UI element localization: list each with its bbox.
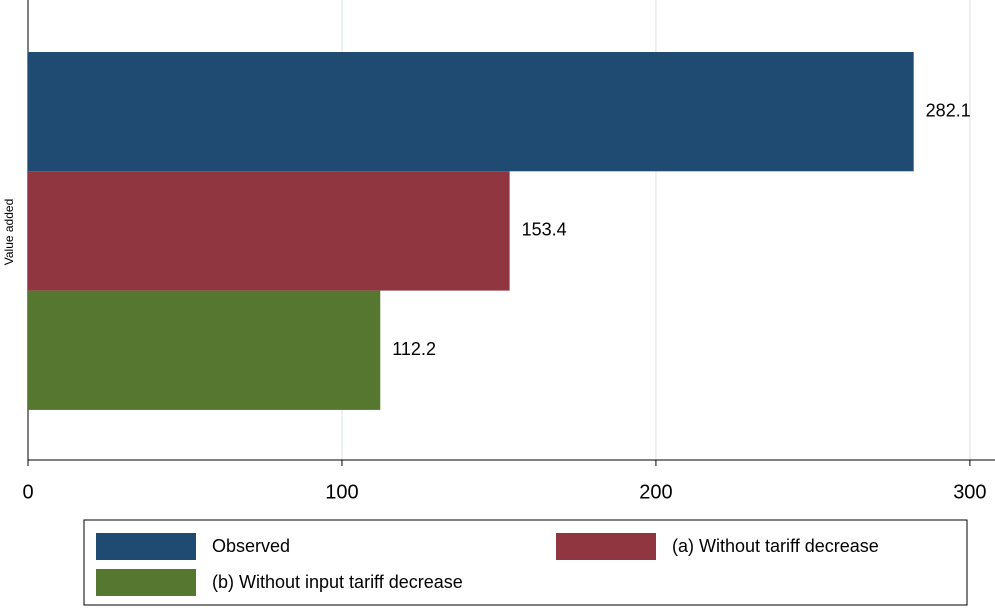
legend-label: (b) Without input tariff decrease: [212, 572, 463, 592]
legend-swatch: [96, 569, 196, 596]
value-label: 282.1: [926, 100, 971, 120]
bar: [28, 290, 381, 410]
legend-box: [83, 519, 968, 606]
bar: [28, 171, 510, 291]
legend-swatch: [556, 533, 656, 560]
legend-label: (a) Without tariff decrease: [672, 536, 879, 556]
bar: [28, 52, 914, 172]
value-label: 153.4: [522, 220, 567, 240]
legend-label: Observed: [212, 536, 290, 556]
value-label: 112.2: [392, 339, 436, 359]
y-axis-title: Value added: [2, 199, 16, 266]
x-tick-label: 100: [325, 481, 358, 503]
x-tick-label: 200: [639, 481, 672, 503]
x-tick-label: 300: [953, 481, 986, 503]
legend-swatch: [96, 533, 196, 560]
x-tick-label: 0: [22, 481, 33, 503]
